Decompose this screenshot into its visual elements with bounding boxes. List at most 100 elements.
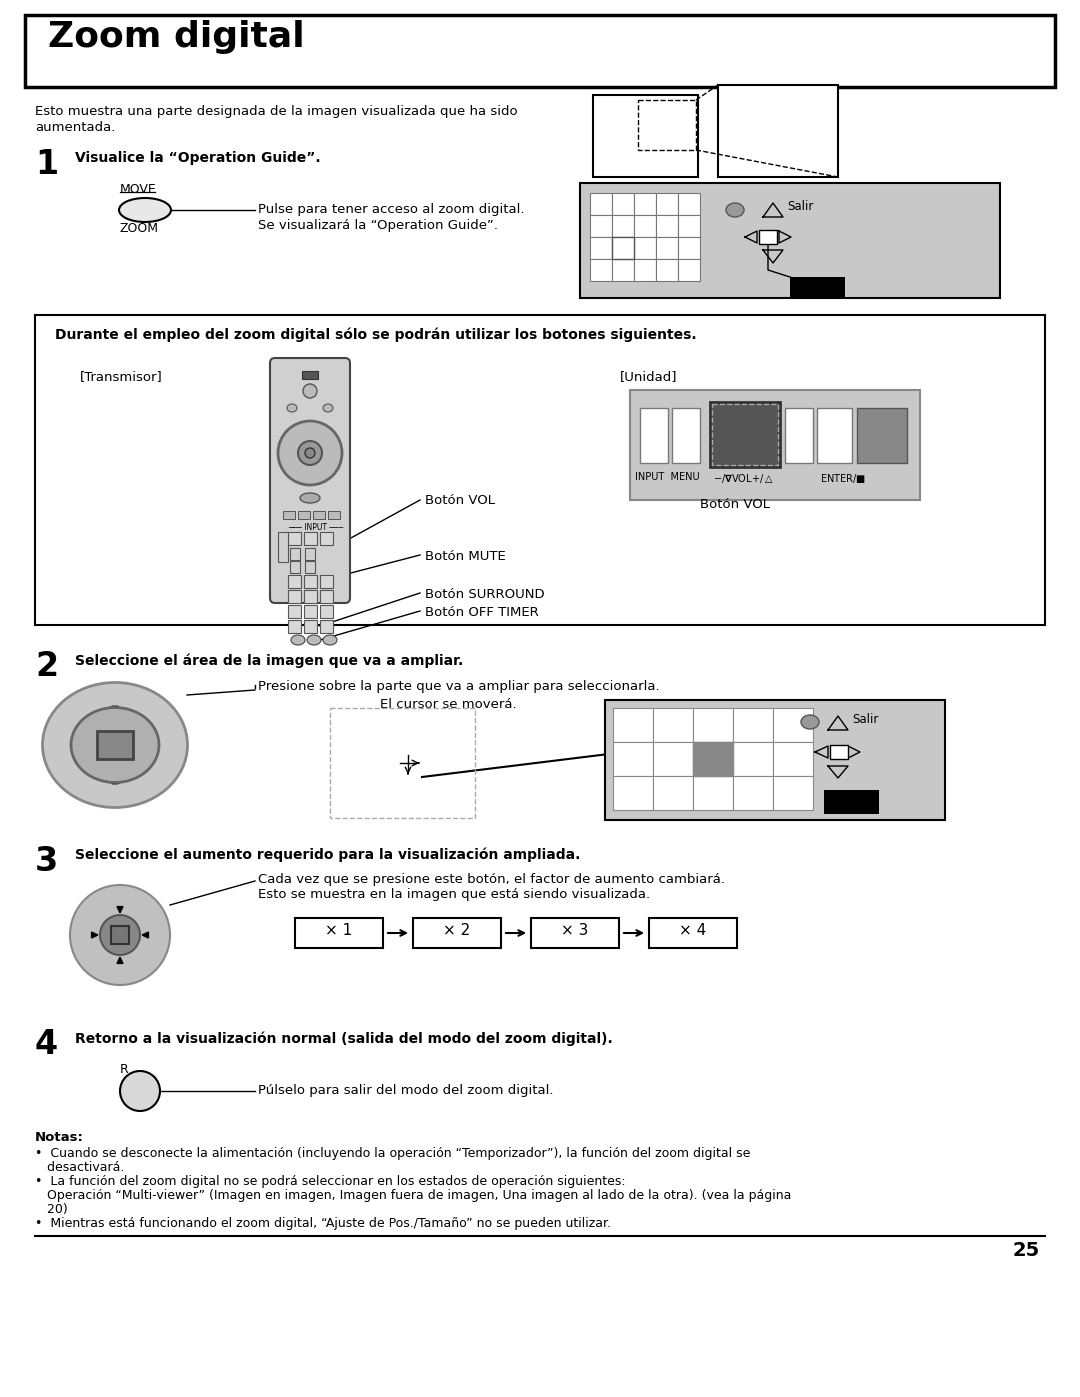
Text: C: C xyxy=(289,622,294,627)
Bar xyxy=(678,258,700,281)
Text: •  Cuando se desconecte la alimentación (incluyendo la operación “Temporizador”): • Cuando se desconecte la alimentación (… xyxy=(35,1147,751,1160)
Ellipse shape xyxy=(323,636,337,645)
Circle shape xyxy=(298,441,322,465)
Circle shape xyxy=(100,915,140,956)
Text: [Unidad]: [Unidad] xyxy=(620,370,677,383)
Bar xyxy=(111,926,129,944)
Text: Botón VOL: Botón VOL xyxy=(700,497,770,511)
Bar xyxy=(733,775,773,810)
Bar xyxy=(291,562,300,573)
Ellipse shape xyxy=(726,203,744,217)
Bar xyxy=(733,708,773,742)
Bar xyxy=(295,918,383,949)
Bar xyxy=(649,918,737,949)
Ellipse shape xyxy=(71,707,159,782)
Bar xyxy=(612,215,634,237)
Bar xyxy=(303,605,318,617)
Bar xyxy=(653,742,693,775)
Bar xyxy=(330,708,475,819)
Bar xyxy=(531,918,619,949)
Bar xyxy=(320,590,333,604)
Bar xyxy=(759,231,777,244)
Text: Salir: Salir xyxy=(852,712,878,726)
Circle shape xyxy=(305,448,315,458)
Bar xyxy=(288,620,301,633)
Text: 4: 4 xyxy=(35,1028,58,1060)
Bar xyxy=(712,404,778,465)
Bar xyxy=(288,532,301,545)
Bar xyxy=(678,193,700,215)
Text: El cursor se moverá.: El cursor se moverá. xyxy=(380,698,516,711)
Bar xyxy=(613,708,653,742)
Text: A: A xyxy=(291,549,295,555)
Text: 8: 8 xyxy=(307,606,312,615)
Text: Visualice la “Operation Guide”.: Visualice la “Operation Guide”. xyxy=(75,151,321,165)
Ellipse shape xyxy=(70,886,170,985)
Text: × 1: × 1 xyxy=(325,923,353,937)
Text: +: + xyxy=(305,549,312,557)
Text: Botón OFF TIMER: Botón OFF TIMER xyxy=(426,606,539,619)
Circle shape xyxy=(303,384,318,398)
Text: 6: 6 xyxy=(323,591,328,599)
Bar xyxy=(634,258,656,281)
Bar xyxy=(580,183,1000,298)
Bar xyxy=(590,258,612,281)
Ellipse shape xyxy=(287,404,297,412)
Bar xyxy=(303,590,318,604)
FancyBboxPatch shape xyxy=(270,358,350,604)
Ellipse shape xyxy=(307,636,321,645)
Text: 2: 2 xyxy=(35,650,58,683)
Bar xyxy=(613,775,653,810)
Text: •  Mientras está funcionando el zoom digital, “Ajuste de Pos./Tamaño” no se pued: • Mientras está funcionando el zoom digi… xyxy=(35,1217,611,1229)
Text: V: V xyxy=(291,562,295,569)
Bar xyxy=(773,708,813,742)
Bar xyxy=(612,258,634,281)
Text: 25: 25 xyxy=(1013,1241,1040,1260)
Bar xyxy=(693,742,733,775)
Bar xyxy=(653,708,693,742)
Bar xyxy=(656,237,678,258)
Bar xyxy=(612,237,634,258)
Text: Durante el empleo del zoom digital sólo se podrán utilizar los botones siguiente: Durante el empleo del zoom digital sólo … xyxy=(55,327,697,341)
Bar xyxy=(320,620,333,633)
Bar xyxy=(303,532,318,545)
Bar xyxy=(678,237,700,258)
Text: Botón MUTE: Botón MUTE xyxy=(426,550,505,563)
Bar xyxy=(302,372,318,379)
Bar xyxy=(278,532,288,562)
Bar xyxy=(613,742,653,775)
Text: ─── INPUT ───: ─── INPUT ─── xyxy=(288,522,343,532)
Bar xyxy=(640,408,669,462)
Text: -: - xyxy=(305,562,309,571)
Text: 2: 2 xyxy=(307,576,312,585)
Text: INPUT  MENU: INPUT MENU xyxy=(635,472,700,482)
Bar xyxy=(320,532,333,545)
Text: 3: 3 xyxy=(323,576,328,585)
Bar xyxy=(773,775,813,810)
Text: Esto muestra una parte designada de la imagen visualizada que ha sido: Esto muestra una parte designada de la i… xyxy=(35,105,517,117)
Bar xyxy=(303,620,318,633)
Bar xyxy=(656,215,678,237)
Text: 3: 3 xyxy=(35,845,58,877)
Bar xyxy=(630,390,920,500)
Bar xyxy=(320,605,333,617)
Text: × 3: × 3 xyxy=(562,923,589,937)
Text: × 2: × 2 xyxy=(444,923,471,937)
Bar xyxy=(710,402,780,467)
Bar xyxy=(656,258,678,281)
Text: Pulse para tener acceso al zoom digital.: Pulse para tener acceso al zoom digital. xyxy=(258,203,525,217)
Bar xyxy=(789,277,845,299)
Ellipse shape xyxy=(801,715,819,729)
Bar xyxy=(733,742,773,775)
Bar xyxy=(672,408,700,462)
Bar xyxy=(25,15,1055,87)
Text: 1: 1 xyxy=(291,534,296,542)
Text: Esto se muestra en la imagen que está siendo visualizada.: Esto se muestra en la imagen que está si… xyxy=(258,888,650,901)
Text: Seleccione el área de la imagen que va a ampliar.: Seleccione el área de la imagen que va a… xyxy=(75,652,463,668)
Bar xyxy=(612,237,634,258)
Text: Botón VOL: Botón VOL xyxy=(426,495,495,507)
Bar xyxy=(283,511,295,520)
Bar xyxy=(634,237,656,258)
Bar xyxy=(590,215,612,237)
Text: desactivará.: desactivará. xyxy=(35,1161,124,1173)
